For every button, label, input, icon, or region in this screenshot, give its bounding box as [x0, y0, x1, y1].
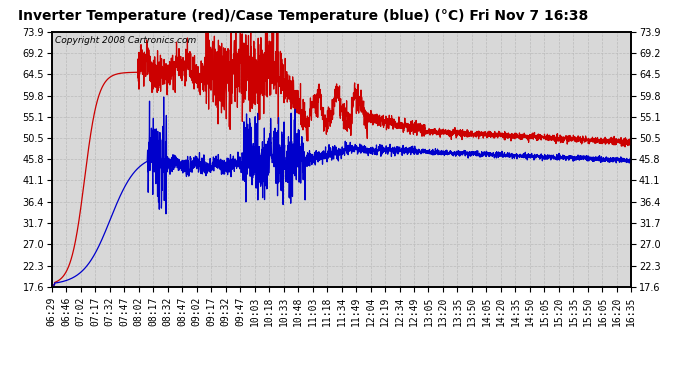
Text: Copyright 2008 Cartronics.com: Copyright 2008 Cartronics.com [55, 36, 196, 45]
Text: Inverter Temperature (red)/Case Temperature (blue) (°C) Fri Nov 7 16:38: Inverter Temperature (red)/Case Temperat… [19, 9, 589, 23]
